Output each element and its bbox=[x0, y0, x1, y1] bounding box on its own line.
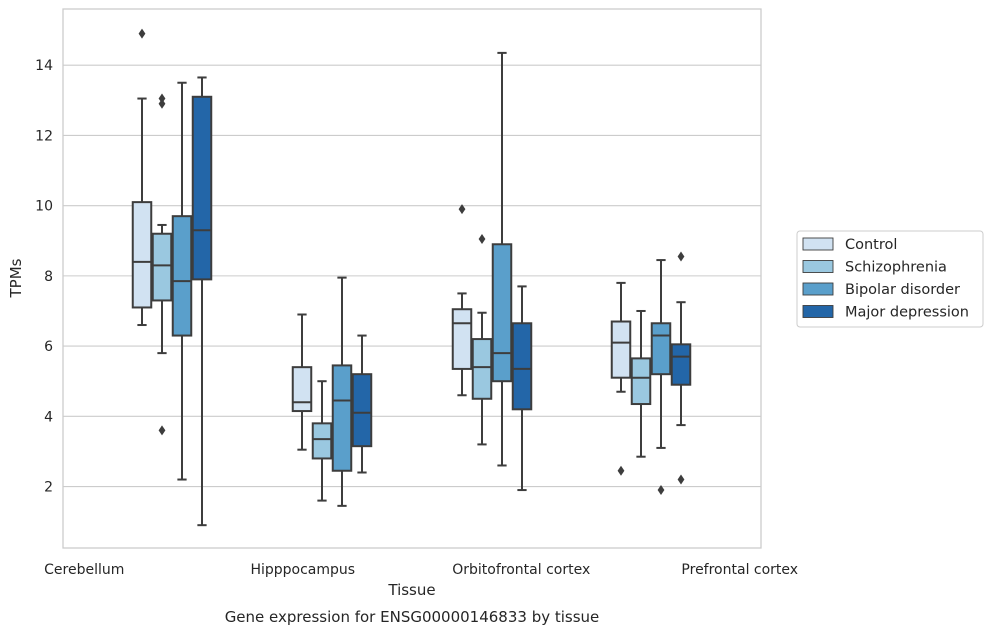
box bbox=[630, 309, 652, 458]
box-body bbox=[670, 343, 692, 386]
outlier-point bbox=[158, 98, 166, 109]
box-body bbox=[151, 232, 173, 302]
legend-label: Control bbox=[845, 237, 897, 253]
x-tick-label: Orbitofrontal cortex bbox=[452, 562, 590, 578]
box-body bbox=[311, 422, 333, 460]
outlier-point bbox=[677, 251, 685, 262]
box-body bbox=[491, 243, 513, 383]
y-tick-label: 10 bbox=[35, 199, 53, 215]
box-body bbox=[191, 95, 213, 281]
y-tick-label: 4 bbox=[44, 409, 53, 425]
box bbox=[451, 204, 473, 397]
legend-swatch bbox=[802, 237, 834, 251]
series-bipolar-disorder bbox=[171, 51, 672, 507]
box-body bbox=[650, 322, 672, 376]
box bbox=[610, 281, 632, 476]
box-body bbox=[331, 364, 353, 472]
legend-label: Major depression bbox=[845, 305, 969, 321]
box bbox=[471, 233, 493, 446]
box bbox=[511, 285, 533, 492]
legend-swatch bbox=[802, 260, 834, 273]
box bbox=[291, 313, 313, 451]
x-tick-label: Cerebellum bbox=[44, 562, 124, 578]
outlier-point bbox=[158, 425, 166, 436]
legend-label: Schizophrenia bbox=[845, 260, 947, 276]
box-body bbox=[511, 322, 533, 411]
legend-label: Bipolar disorder bbox=[845, 282, 960, 298]
outlier-point bbox=[617, 465, 625, 476]
y-tick-label: 12 bbox=[35, 128, 53, 144]
box bbox=[670, 251, 692, 485]
box-body bbox=[471, 338, 493, 400]
box bbox=[311, 380, 333, 502]
box bbox=[351, 334, 373, 474]
box-body bbox=[451, 308, 473, 370]
y-tick-label: 6 bbox=[44, 339, 53, 355]
box-body bbox=[610, 320, 632, 379]
y-tick-label: 8 bbox=[44, 269, 53, 285]
legend-swatch bbox=[802, 282, 834, 296]
x-axis-ticks: Cerebellum Hipppocampus Orbitofrontal cort… bbox=[44, 562, 798, 578]
box-body bbox=[630, 357, 652, 406]
box bbox=[650, 259, 672, 496]
box-body bbox=[131, 201, 153, 309]
box-body bbox=[291, 366, 313, 413]
series-control bbox=[131, 28, 632, 476]
box bbox=[151, 93, 173, 436]
box-body bbox=[171, 215, 193, 337]
y-axis-ticks: 2 4 6 8 10 12 14 bbox=[35, 58, 53, 495]
series-major-depression bbox=[191, 76, 692, 527]
box-groups bbox=[131, 28, 692, 527]
x-tick-label: Prefrontal cortex bbox=[681, 562, 798, 578]
outlier-point bbox=[677, 474, 685, 485]
outlier-point bbox=[458, 204, 466, 215]
series-schizophrenia bbox=[151, 93, 652, 502]
x-tick-label: Hipppocampus bbox=[250, 562, 355, 578]
box bbox=[491, 51, 513, 467]
plot-frame bbox=[62, 8, 762, 549]
figure-caption: Gene expression for ENSG00000146833 by t… bbox=[225, 608, 600, 626]
legend-swatch bbox=[802, 305, 834, 318]
x-axis-label: Tissue bbox=[387, 581, 435, 599]
outlier-point bbox=[657, 485, 665, 496]
box bbox=[171, 81, 193, 481]
y-tick-label: 14 bbox=[35, 58, 53, 74]
outlier-point bbox=[138, 28, 146, 39]
legend-frame bbox=[796, 230, 984, 328]
outlier-point bbox=[478, 233, 486, 244]
y-tick-label: 2 bbox=[44, 480, 53, 496]
outlier-point bbox=[158, 93, 166, 104]
box-body bbox=[351, 373, 373, 448]
box bbox=[331, 276, 353, 507]
box bbox=[191, 76, 213, 527]
legend: Control Schizophrenia Bipolar disorder Majo… bbox=[796, 230, 984, 328]
y-axis-label: TPMs bbox=[7, 258, 25, 298]
box bbox=[131, 28, 153, 327]
